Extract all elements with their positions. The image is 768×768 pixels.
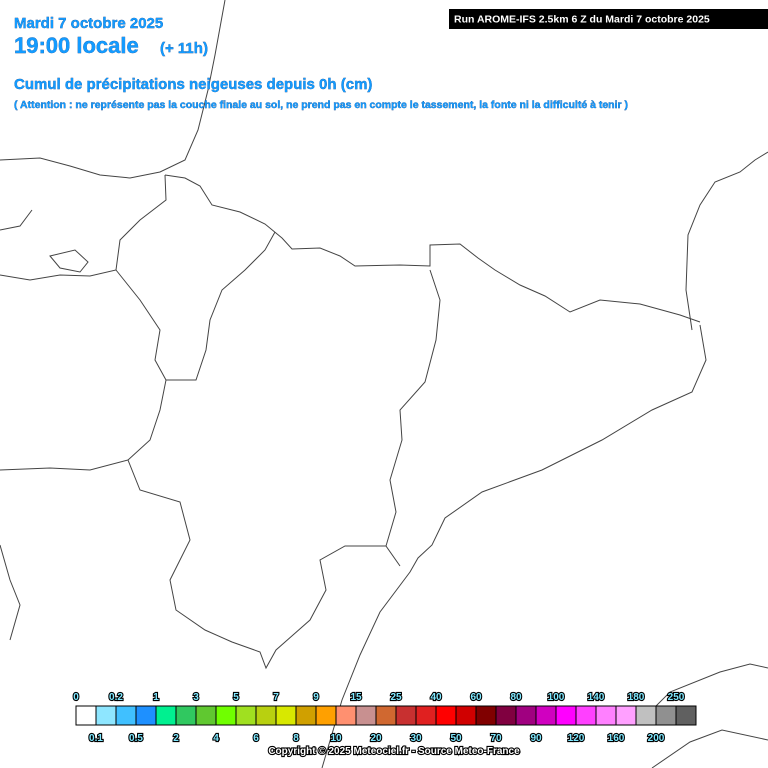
legend-label: 7 xyxy=(273,692,279,703)
legend-swatch xyxy=(395,705,417,726)
legend-swatch xyxy=(595,705,617,726)
legend-swatch xyxy=(375,705,397,726)
coastline xyxy=(321,324,707,768)
legend-label: 180 xyxy=(628,692,645,703)
map-note: ( Attention : ne représente pas la couch… xyxy=(14,99,628,111)
time: 19:00 locale xyxy=(14,33,139,58)
legend-label: 10 xyxy=(330,733,342,744)
legend-label: 15 xyxy=(350,692,362,703)
region-border xyxy=(0,174,167,281)
legend-label: 0.2 xyxy=(109,692,123,703)
legend-swatch xyxy=(555,705,577,726)
region-border xyxy=(385,269,441,567)
legend-swatch xyxy=(655,705,677,726)
legend-swatch xyxy=(195,705,217,726)
legend-label: 200 xyxy=(648,733,665,744)
legend-label: 120 xyxy=(568,733,585,744)
legend-swatch xyxy=(115,705,137,726)
border xyxy=(164,174,701,323)
legend-label: 4 xyxy=(213,733,219,744)
coastline xyxy=(0,0,226,179)
date: Mardi 7 octobre 2025 xyxy=(14,15,163,32)
legend-label: 140 xyxy=(588,692,605,703)
legend-swatch xyxy=(135,705,157,726)
legend-swatch xyxy=(335,705,357,726)
legend-swatch xyxy=(515,705,537,726)
legend-swatch xyxy=(435,705,457,726)
legend-label: 1 xyxy=(153,692,159,703)
run-banner xyxy=(449,9,768,29)
region-border xyxy=(0,209,167,381)
legend-label: 0.1 xyxy=(89,733,103,744)
legend-label: 3 xyxy=(193,692,199,703)
legend-label: 6 xyxy=(253,733,259,744)
legend-swatch xyxy=(255,705,277,726)
legend-swatch xyxy=(235,705,257,726)
legend-swatch xyxy=(495,705,517,726)
legend-swatch xyxy=(295,705,317,726)
legend-label: 20 xyxy=(370,733,382,744)
legend-label: 5 xyxy=(233,692,239,703)
legend-swatch xyxy=(175,705,197,726)
coastline xyxy=(685,151,768,331)
legend-label: 80 xyxy=(510,692,522,703)
legend-swatch xyxy=(475,705,497,726)
legend-label: 90 xyxy=(530,733,542,744)
legend-swatch xyxy=(355,705,377,726)
legend-swatch xyxy=(635,705,657,726)
legend-swatch xyxy=(575,705,597,726)
map-title: Cumul de précipitations neigeuses depuis… xyxy=(14,76,372,93)
legend: 0 0.1 0.2 0.5 1 2 3 4 5 6 7 8 9 10 15 20 25 30 40 50 60 70 80 9… xyxy=(72,691,697,745)
legend-swatch xyxy=(75,705,97,726)
run-info: Run AROME-IFS 2.5km 6 Z du Mardi 7 octob… xyxy=(454,14,710,26)
legend-label: 0.5 xyxy=(129,733,143,744)
island xyxy=(639,663,768,768)
legend-swatch xyxy=(455,705,477,726)
legend-label: 100 xyxy=(548,692,565,703)
legend-label: 70 xyxy=(490,733,502,744)
legend-label: 25 xyxy=(390,692,402,703)
lake xyxy=(49,249,89,273)
legend-swatch xyxy=(215,705,237,726)
legend-label: 2 xyxy=(173,733,179,744)
legend-swatch xyxy=(95,705,117,726)
legend-label: 250 xyxy=(668,692,685,703)
legend-label: 60 xyxy=(470,692,482,703)
region-border xyxy=(127,231,386,670)
legend-swatch xyxy=(415,705,437,726)
legend-swatch xyxy=(275,705,297,726)
legend-swatch xyxy=(615,705,637,726)
region-border xyxy=(0,459,129,641)
legend-label: 50 xyxy=(450,733,462,744)
legend-label: 40 xyxy=(430,692,442,703)
legend-label: 30 xyxy=(410,733,422,744)
copyright: Copyright © 2025 Meteociel.fr - Source M… xyxy=(268,746,520,757)
legend-label: 0 xyxy=(73,692,79,703)
legend-swatch xyxy=(155,705,177,726)
legend-swatch xyxy=(675,705,697,726)
lead-time: (+ 11h) xyxy=(160,40,208,57)
legend-label: 160 xyxy=(608,733,625,744)
legend-label: 9 xyxy=(313,692,319,703)
legend-swatch xyxy=(315,705,337,726)
legend-label: 8 xyxy=(293,733,299,744)
legend-swatch xyxy=(535,705,557,726)
